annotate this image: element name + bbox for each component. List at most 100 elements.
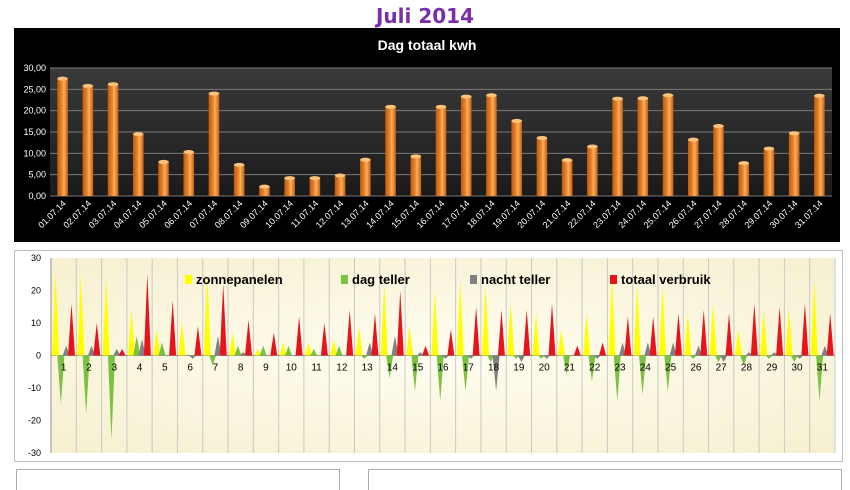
spike-bar: [346, 310, 354, 356]
spike-bar: [259, 345, 267, 356]
bottom-panel-left: [16, 469, 340, 490]
spike-bar: [624, 316, 632, 356]
y-tick-label: 5,00: [28, 170, 46, 180]
spike-bar: [684, 313, 692, 356]
x-tick-label: 21: [564, 363, 576, 374]
legend-label: totaal verbruik: [621, 272, 711, 287]
y-tick-label: 0,00: [28, 191, 46, 201]
bar: [334, 175, 346, 196]
spike-bar: [523, 310, 531, 356]
bar-cap: [107, 82, 119, 87]
spike-bar: [689, 355, 697, 359]
spike-bar: [785, 310, 793, 356]
y-tick-label: 10: [31, 318, 41, 328]
spike-bar: [284, 345, 292, 356]
spike-bar: [447, 329, 455, 356]
spike-bar: [391, 336, 399, 356]
x-tick-label: 31: [817, 363, 829, 374]
spike-bar: [113, 349, 121, 356]
spike-bar: [396, 290, 404, 356]
bar: [536, 137, 548, 196]
spike-bar: [557, 329, 565, 356]
bar: [183, 152, 195, 196]
spike-bar: [481, 284, 489, 356]
x-tick-label: 29: [766, 363, 778, 374]
spike-bar: [422, 345, 430, 356]
spike-bar: [633, 284, 641, 356]
bar-cap: [612, 96, 623, 101]
spike-bar: [82, 355, 90, 414]
bar-cap: [486, 93, 497, 98]
spike-bar: [456, 280, 464, 356]
spike-bar: [608, 277, 616, 356]
bar-cap: [435, 104, 447, 109]
spike-bar: [497, 310, 505, 356]
spike-bar: [810, 280, 818, 356]
spike-bar: [77, 274, 85, 356]
bar: [435, 106, 447, 196]
spike-bar: [416, 352, 424, 356]
bar-cap: [233, 162, 245, 167]
spike-bar: [411, 355, 419, 392]
bar-cap: [259, 184, 270, 189]
x-tick-label: 2: [86, 363, 92, 374]
spike-bar: [644, 342, 652, 356]
spike-bar: [765, 355, 773, 359]
spike-bar: [87, 345, 95, 356]
bar: [107, 84, 119, 196]
spike-bar: [52, 271, 60, 356]
spike-bar: [380, 284, 388, 356]
bar-cap: [385, 104, 396, 109]
spike-bar: [254, 349, 262, 356]
y-tick-label: 10,00: [23, 148, 46, 158]
bar: [208, 93, 220, 196]
daily-total-bar-chart: Dag totaal kwh 0,00 5,00 10,00 15,00 20,00 25,…: [14, 28, 840, 242]
x-tick-label: 7: [213, 363, 219, 374]
bar: [385, 106, 396, 196]
bar-cap: [814, 93, 825, 98]
spike-bar: [219, 284, 227, 356]
spike-bar: [229, 332, 237, 356]
spike-bar: [512, 355, 520, 359]
spike-bar: [734, 329, 742, 356]
spike-bar: [725, 313, 733, 356]
bar-cap: [360, 157, 371, 162]
y-tick-label: 30: [31, 253, 41, 263]
spike-bar: [304, 342, 312, 356]
spike-bar: [279, 342, 287, 356]
spike-bar: [816, 355, 824, 401]
spike-bar: [102, 277, 110, 356]
spike-bar: [548, 303, 556, 356]
spike-bar: [355, 326, 363, 356]
x-tick-label: 30: [792, 363, 804, 374]
y-tick-label: -30: [28, 448, 41, 458]
x-tick-label: 23: [614, 363, 626, 374]
bar-cap: [763, 146, 775, 151]
spike-bar: [127, 310, 135, 356]
y-tick-label: 25,00: [23, 84, 46, 94]
bar-cap: [334, 173, 346, 178]
bar-cap: [460, 94, 472, 99]
x-tick-label: 9: [263, 363, 269, 374]
bar-cap: [662, 93, 674, 98]
spike-bar: [507, 303, 515, 356]
bar-cap: [158, 159, 169, 164]
spike-bar: [543, 355, 551, 359]
bar: [713, 126, 724, 196]
y-tick-label: 15,00: [23, 127, 46, 137]
spike-bar: [532, 313, 540, 356]
bar-cap: [183, 150, 195, 155]
bar: [486, 95, 497, 196]
spike-bar: [674, 313, 682, 356]
x-tick-label: 20: [539, 363, 551, 374]
bar-cap: [637, 96, 649, 101]
spike-bar: [467, 355, 475, 359]
spike-bar: [462, 355, 470, 392]
bar: [511, 120, 522, 196]
bar-cap: [788, 131, 800, 136]
spike-bar: [517, 355, 525, 362]
legend-swatch: [610, 275, 617, 284]
page-title: Juli 2014: [375, 4, 475, 28]
spike-bar: [776, 306, 784, 356]
legend-swatch: [470, 275, 477, 284]
